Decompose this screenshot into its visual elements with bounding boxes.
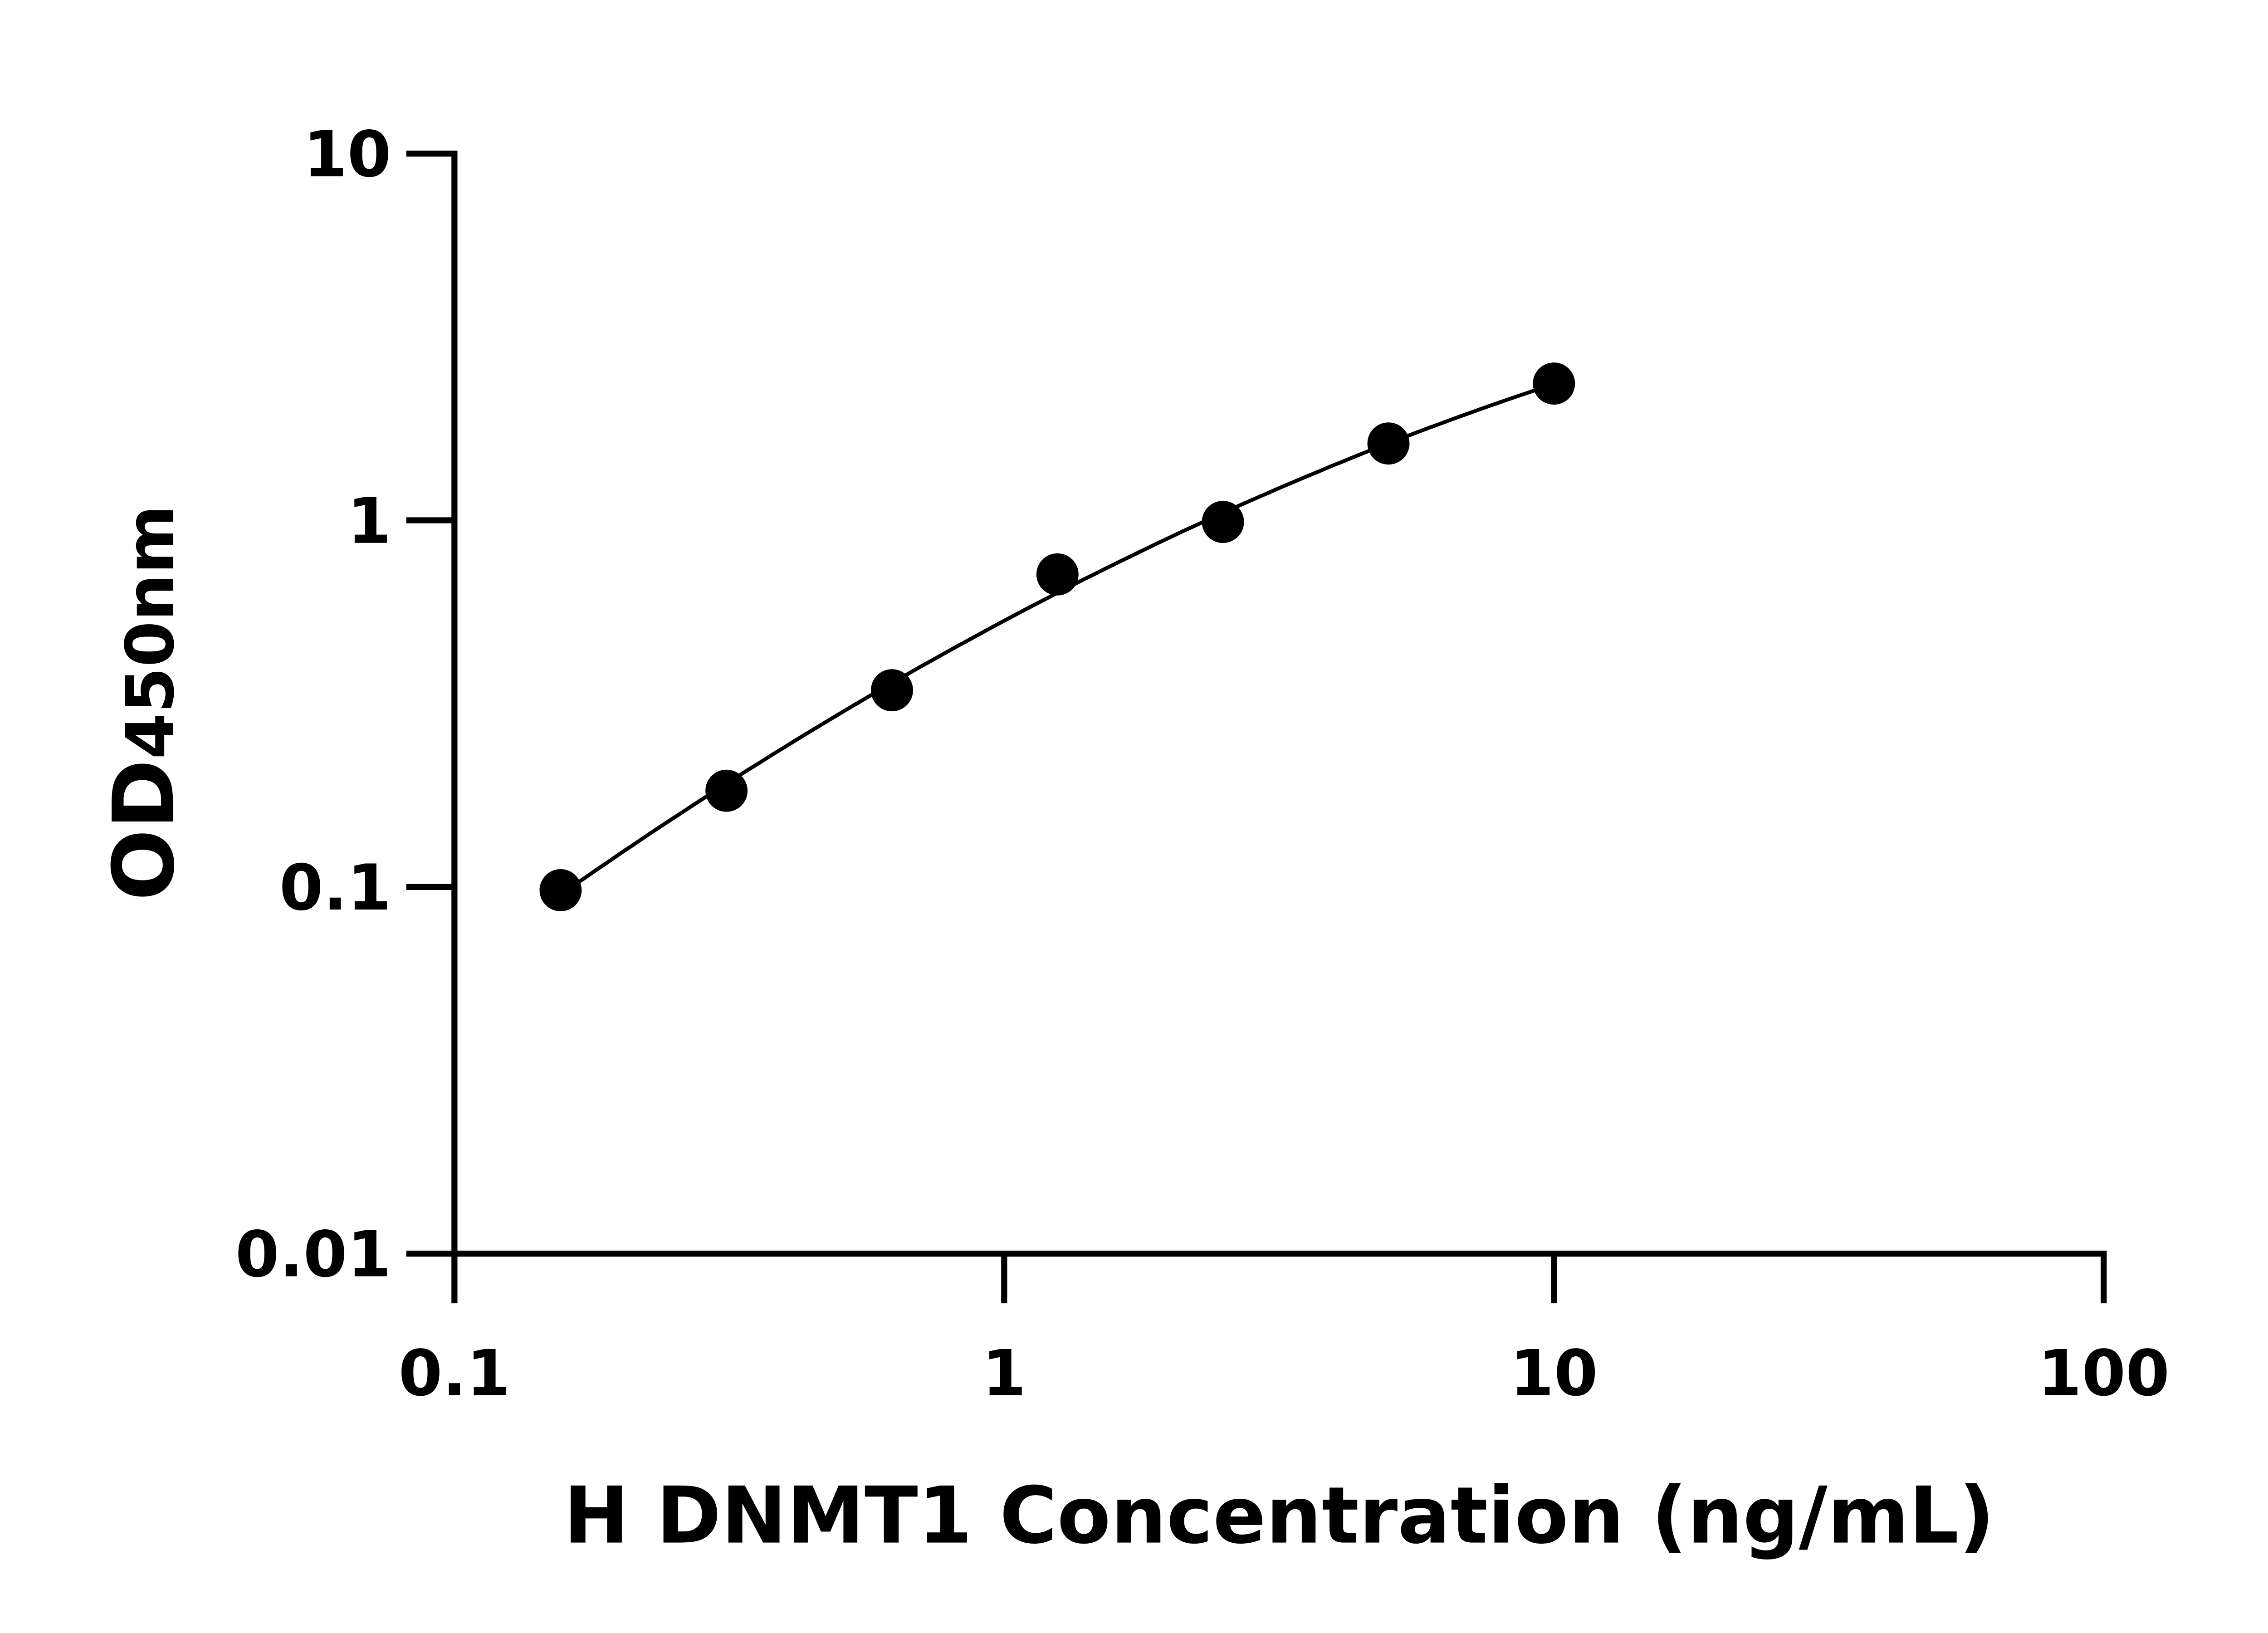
- data-point: [1533, 362, 1575, 405]
- data-point: [705, 769, 748, 812]
- data-point: [1367, 422, 1410, 465]
- data-point: [1036, 553, 1079, 596]
- x-tick-label: 100: [2038, 1337, 2170, 1410]
- data-point: [870, 669, 913, 712]
- y-tick-label: 10: [303, 117, 391, 191]
- y-axis-label: OD450nm: [95, 505, 193, 901]
- y-axis-ticks: 0.01 0.1 1 10: [235, 117, 455, 1291]
- x-tick-label: 1: [982, 1337, 1026, 1410]
- x-tick-label: 0.1: [398, 1337, 510, 1410]
- y-tick-label: 0.01: [235, 1217, 391, 1291]
- x-axis-label: H DNMT1 Concentration (ng/mL): [563, 1470, 1994, 1561]
- data-point: [539, 869, 582, 911]
- y-axis-label-sub: 450nm: [112, 505, 189, 759]
- x-axis-ticks: 0.1 1 10 100: [398, 1253, 2170, 1410]
- y-tick-label: 0.1: [279, 851, 391, 924]
- x-tick-label: 10: [1510, 1337, 1598, 1410]
- data-points: [539, 362, 1575, 911]
- fit-curve: [559, 382, 1555, 896]
- data-point: [1202, 501, 1244, 543]
- y-axis-label-main: OD: [95, 759, 193, 901]
- y-tick-label: 1: [347, 484, 391, 558]
